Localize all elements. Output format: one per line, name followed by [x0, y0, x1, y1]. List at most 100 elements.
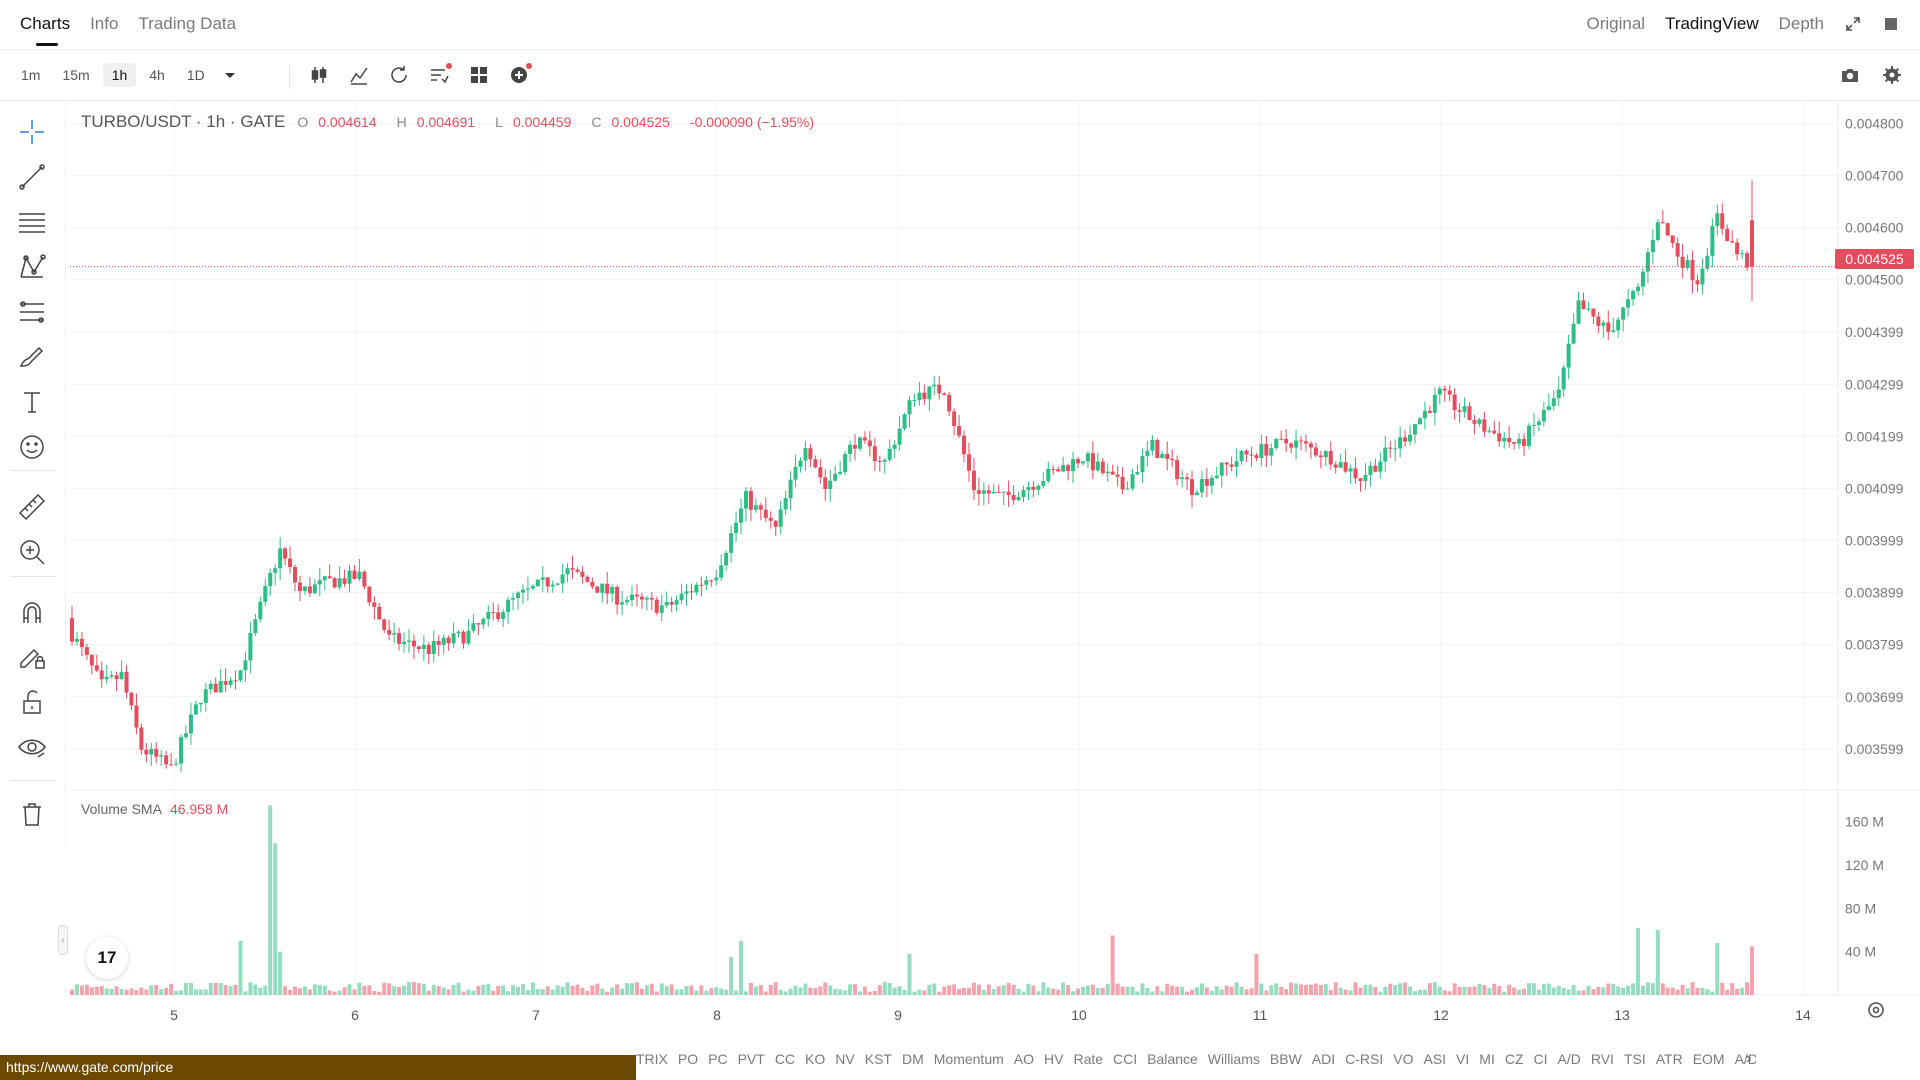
indicator-item[interactable]: DM — [901, 1051, 924, 1067]
chevron-right-icon[interactable]: › — [1746, 1050, 1752, 1067]
volume-bar — [1170, 985, 1175, 995]
candle — [1026, 481, 1031, 501]
indicator-item[interactable]: AO — [1013, 1051, 1035, 1067]
volume-bar — [1289, 982, 1294, 995]
candle — [917, 382, 922, 406]
indicator-item[interactable]: CI — [1533, 1051, 1548, 1067]
indicator-item[interactable]: HV — [1044, 1051, 1064, 1067]
volume-bar — [1398, 983, 1403, 995]
volume-bar — [1700, 987, 1705, 995]
indicator-item[interactable]: CC — [774, 1051, 796, 1067]
indicator-item[interactable]: NV — [835, 1051, 855, 1067]
indicator-item[interactable]: Balance — [1147, 1051, 1198, 1067]
add-alert-icon[interactable] — [508, 63, 532, 86]
volume-bar — [1294, 983, 1299, 995]
interval-15m[interactable]: 15m — [62, 67, 90, 83]
tradingview-logo[interactable]: 17 — [86, 937, 128, 979]
tab-tradingview[interactable]: TradingView — [1665, 14, 1759, 33]
interval-1h[interactable]: 1h — [102, 63, 137, 87]
candle — [709, 579, 714, 587]
tab-depth[interactable]: Depth — [1778, 14, 1824, 33]
indicator-item[interactable]: ADI — [1311, 1051, 1336, 1067]
indicator-item[interactable]: TSI — [1623, 1051, 1646, 1067]
candle — [70, 606, 74, 646]
brush-icon[interactable] — [16, 341, 48, 373]
indicator-item[interactable]: ASI — [1423, 1051, 1447, 1067]
expand-icon[interactable] — [1844, 15, 1862, 33]
volume-bar — [1536, 989, 1541, 995]
indicator-item[interactable]: VI — [1456, 1051, 1470, 1067]
refresh-icon[interactable] — [388, 64, 410, 86]
crosshair-icon[interactable] — [16, 116, 48, 148]
volume-sma-value: 46.958 M — [169, 801, 229, 817]
indicator-item[interactable]: EOM — [1692, 1051, 1725, 1067]
text-tool-icon[interactable] — [16, 386, 48, 418]
ruler-icon[interactable] — [16, 491, 48, 523]
indicator-item[interactable]: C-RSI — [1345, 1051, 1384, 1067]
settings-gear-icon[interactable] — [1882, 65, 1902, 90]
camera-icon[interactable] — [1840, 65, 1860, 90]
indicator-item[interactable]: Williams — [1207, 1051, 1260, 1067]
candle — [1432, 387, 1437, 426]
tab-info[interactable]: Info — [90, 14, 119, 33]
candle — [704, 575, 709, 590]
candlestick-type-icon[interactable] — [308, 64, 330, 86]
trend-line-icon[interactable] — [16, 161, 48, 193]
indicator-item[interactable]: PC — [708, 1051, 728, 1067]
indicator-item[interactable]: CZ — [1504, 1051, 1524, 1067]
volume-bar — [585, 990, 590, 995]
indicators-icon[interactable] — [348, 64, 370, 86]
indicator-item[interactable]: Rate — [1073, 1051, 1104, 1067]
indicator-item[interactable]: PVT — [737, 1051, 765, 1067]
chevron-down-icon[interactable] — [224, 67, 236, 83]
volume-bar — [1190, 989, 1194, 995]
candle — [689, 583, 694, 600]
candle — [183, 725, 188, 739]
indicator-item[interactable]: VO — [1393, 1051, 1414, 1067]
indicator-item[interactable]: A/D — [1557, 1051, 1581, 1067]
indicator-item[interactable]: PO — [677, 1051, 699, 1067]
candle — [615, 584, 620, 615]
fib-retracement-icon[interactable] — [16, 296, 48, 328]
trash-icon[interactable] — [16, 798, 48, 830]
visibility-eye-icon[interactable] — [16, 731, 48, 763]
layout-grid-icon[interactable] — [468, 64, 490, 86]
candle — [1338, 453, 1343, 469]
collapse-toolbar-handle[interactable]: ‹ — [58, 925, 68, 955]
templates-icon[interactable] — [428, 63, 452, 86]
unlock-icon[interactable] — [16, 686, 48, 718]
pattern-tool-icon[interactable] — [16, 251, 48, 283]
indicator-item[interactable]: KO — [805, 1051, 826, 1067]
tab-charts[interactable]: Charts — [20, 14, 71, 46]
time-axis-settings-icon[interactable] — [1866, 1000, 1886, 1025]
indicator-item[interactable]: RVI — [1590, 1051, 1614, 1067]
indicator-item[interactable]: TRIX — [636, 1051, 668, 1067]
candle — [932, 375, 937, 396]
candle — [1735, 238, 1740, 261]
emoji-icon[interactable] — [16, 431, 48, 463]
interval-1d[interactable]: 1D — [186, 67, 205, 83]
interval-4h[interactable]: 4h — [149, 67, 165, 83]
indicator-item[interactable]: CCI — [1113, 1051, 1138, 1067]
indicator-item[interactable]: Momentum — [933, 1051, 1004, 1067]
indicator-item[interactable]: BBW — [1269, 1051, 1302, 1067]
fullscreen-square-icon[interactable] — [1882, 15, 1900, 33]
lock-drawing-icon[interactable] — [16, 641, 48, 673]
indicator-item[interactable]: MI — [1479, 1051, 1495, 1067]
candle — [1199, 470, 1204, 498]
indicator-strip: TRIX PO PC PVT CC KO NV KST DM Momentum AO HV Rate CC… — [636, 1051, 1756, 1071]
candle — [402, 632, 407, 653]
magnet-icon[interactable] — [16, 596, 48, 628]
volume-bar — [124, 989, 129, 995]
tab-original[interactable]: Original — [1586, 14, 1646, 33]
interval-1m[interactable]: 1m — [21, 67, 41, 83]
candle — [748, 487, 753, 521]
open-value: O 0.004614 — [297, 114, 377, 130]
indicator-item[interactable]: ATR — [1655, 1051, 1683, 1067]
horizontal-lines-icon[interactable] — [16, 206, 48, 238]
zoom-in-icon[interactable] — [16, 536, 48, 568]
tab-trading-data[interactable]: Trading Data — [138, 14, 237, 33]
indicator-item[interactable]: KST — [864, 1051, 892, 1067]
indicator-item[interactable]: A/D — [1734, 1051, 1756, 1067]
